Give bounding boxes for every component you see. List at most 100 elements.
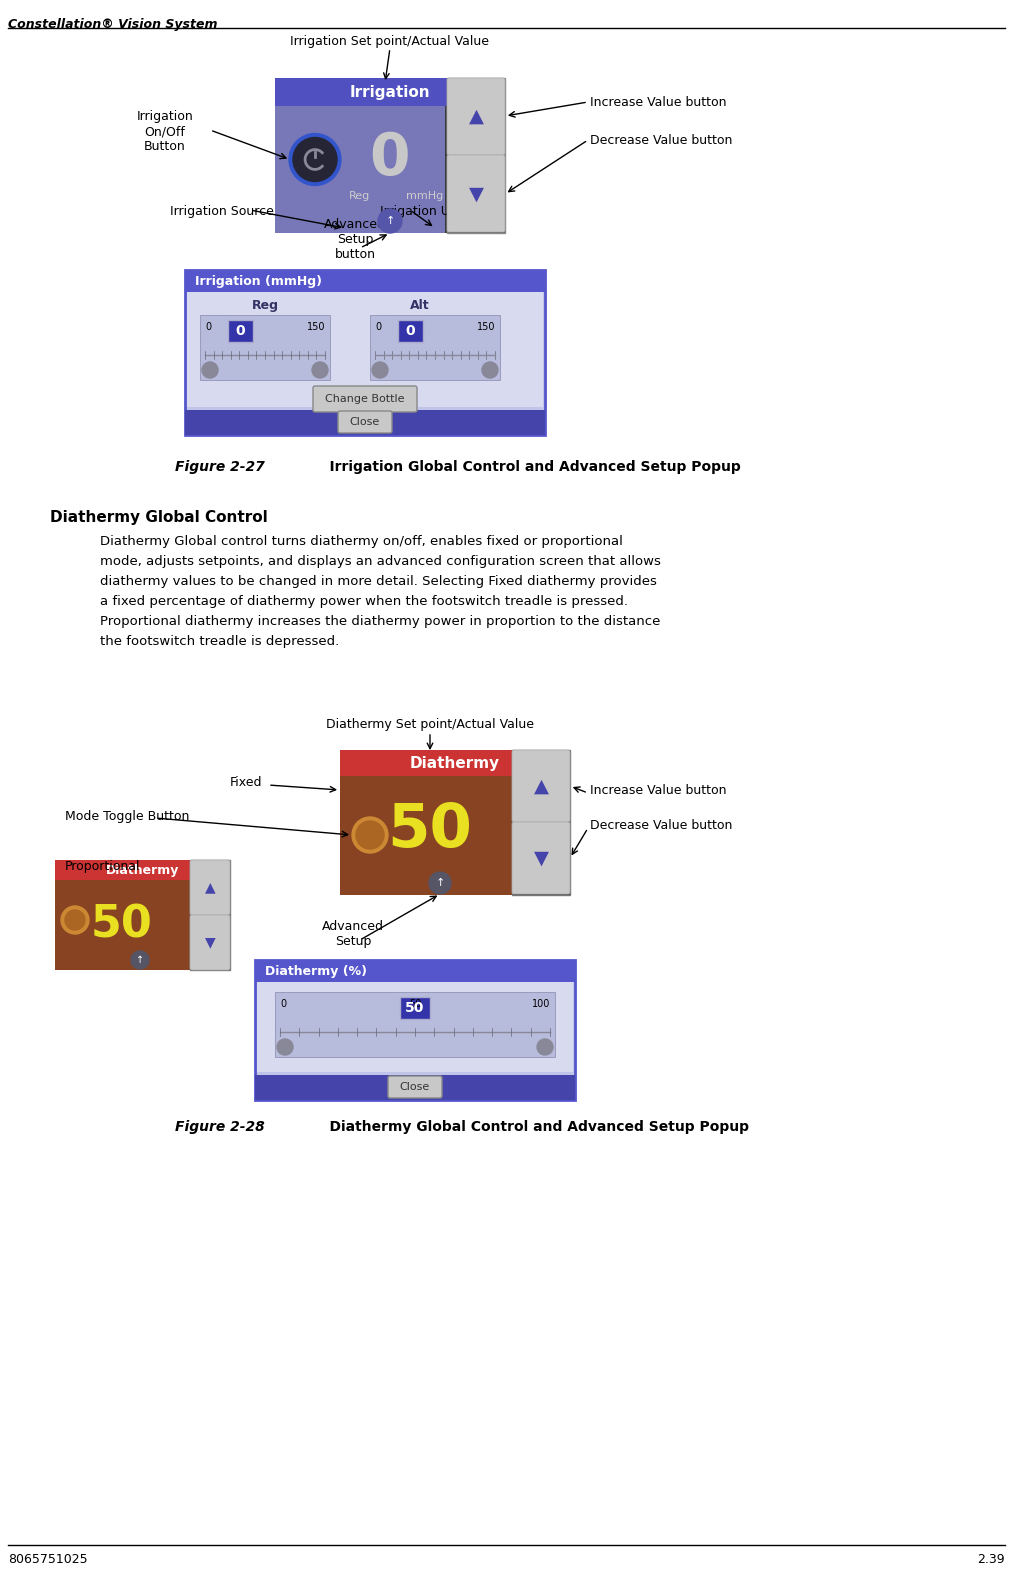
Text: the footswitch treadle is depressed.: the footswitch treadle is depressed. bbox=[100, 635, 339, 647]
Text: ▼: ▼ bbox=[534, 848, 548, 867]
Circle shape bbox=[352, 817, 388, 853]
Text: Figure 2-28: Figure 2-28 bbox=[175, 1120, 264, 1134]
Text: 50: 50 bbox=[405, 1001, 424, 1015]
Text: Increase Value button: Increase Value button bbox=[590, 96, 726, 108]
Text: ↑: ↑ bbox=[136, 955, 144, 965]
Text: 50: 50 bbox=[91, 903, 153, 946]
Text: Diathermy Global control turns diathermy on/off, enables fixed or proportional: Diathermy Global control turns diathermy… bbox=[100, 536, 623, 548]
FancyBboxPatch shape bbox=[447, 79, 505, 233]
Text: 50: 50 bbox=[388, 801, 472, 859]
FancyBboxPatch shape bbox=[185, 270, 545, 292]
FancyBboxPatch shape bbox=[190, 859, 230, 969]
Circle shape bbox=[428, 872, 451, 894]
Text: Close: Close bbox=[349, 416, 380, 427]
Text: 50: 50 bbox=[409, 999, 421, 1009]
FancyBboxPatch shape bbox=[228, 320, 253, 342]
Text: Alt: Alt bbox=[410, 298, 430, 311]
FancyBboxPatch shape bbox=[340, 749, 570, 895]
Text: Figure 2-27: Figure 2-27 bbox=[175, 460, 264, 474]
FancyBboxPatch shape bbox=[512, 749, 570, 822]
Text: Irrigation
On/Off
Button: Irrigation On/Off Button bbox=[137, 110, 193, 152]
Text: Advanced
Setup: Advanced Setup bbox=[322, 921, 384, 947]
Text: 0: 0 bbox=[280, 999, 286, 1009]
Text: Diathermy (%): Diathermy (%) bbox=[265, 965, 367, 977]
FancyBboxPatch shape bbox=[398, 320, 423, 342]
FancyBboxPatch shape bbox=[187, 292, 543, 407]
Text: Close: Close bbox=[400, 1082, 431, 1092]
Text: Diathermy Global Control: Diathermy Global Control bbox=[50, 511, 267, 525]
Text: Mode Toggle Button: Mode Toggle Button bbox=[65, 811, 189, 823]
FancyBboxPatch shape bbox=[255, 1075, 575, 1100]
Text: diathermy values to be changed in more detail. Selecting Fixed diathermy provide: diathermy values to be changed in more d… bbox=[100, 575, 656, 588]
Text: ▼: ▼ bbox=[468, 184, 483, 204]
Circle shape bbox=[482, 361, 498, 379]
FancyBboxPatch shape bbox=[370, 316, 500, 380]
Circle shape bbox=[372, 361, 388, 379]
Text: Increase Value button: Increase Value button bbox=[590, 784, 726, 796]
Text: Irrigation: Irrigation bbox=[349, 85, 431, 99]
Text: 150: 150 bbox=[476, 322, 495, 331]
FancyBboxPatch shape bbox=[275, 79, 505, 105]
Circle shape bbox=[312, 361, 328, 379]
Text: 0: 0 bbox=[235, 324, 245, 338]
Text: a fixed percentage of diathermy power when the footswitch treadle is pressed.: a fixed percentage of diathermy power wh… bbox=[100, 595, 628, 608]
Text: 100: 100 bbox=[532, 999, 550, 1009]
Text: ↑: ↑ bbox=[436, 878, 445, 888]
Text: mmHg: mmHg bbox=[406, 192, 444, 201]
Text: Irrigation (mmHg): Irrigation (mmHg) bbox=[194, 275, 322, 287]
FancyBboxPatch shape bbox=[255, 960, 575, 1100]
Circle shape bbox=[378, 209, 402, 233]
FancyBboxPatch shape bbox=[512, 822, 570, 894]
Text: ▲: ▲ bbox=[534, 776, 548, 795]
Text: Proportional: Proportional bbox=[65, 859, 141, 873]
Text: ▼: ▼ bbox=[205, 935, 216, 949]
Text: 0: 0 bbox=[405, 324, 414, 338]
FancyBboxPatch shape bbox=[447, 156, 505, 233]
Text: Irrigation Source: Irrigation Source bbox=[170, 204, 274, 218]
Text: Diathermy: Diathermy bbox=[410, 756, 500, 770]
Text: Reg: Reg bbox=[349, 192, 371, 201]
Text: Reg: Reg bbox=[251, 298, 279, 311]
Text: Diathermy Global Control and Advanced Setup Popup: Diathermy Global Control and Advanced Se… bbox=[310, 1120, 749, 1134]
FancyBboxPatch shape bbox=[200, 316, 330, 380]
FancyBboxPatch shape bbox=[55, 859, 230, 880]
FancyBboxPatch shape bbox=[185, 410, 545, 435]
Text: Constellation® Vision System: Constellation® Vision System bbox=[8, 17, 218, 31]
Text: Diathermy: Diathermy bbox=[105, 864, 179, 877]
FancyBboxPatch shape bbox=[55, 859, 230, 969]
Text: 0: 0 bbox=[205, 322, 211, 331]
FancyBboxPatch shape bbox=[313, 386, 417, 412]
Text: Advanced
Setup
button: Advanced Setup button bbox=[324, 218, 386, 261]
Circle shape bbox=[293, 138, 337, 182]
Text: Proportional diathermy increases the diathermy power in proportion to the distan: Proportional diathermy increases the dia… bbox=[100, 614, 660, 628]
Circle shape bbox=[356, 822, 384, 848]
FancyBboxPatch shape bbox=[400, 998, 430, 1020]
Circle shape bbox=[277, 1038, 293, 1056]
Text: ↑: ↑ bbox=[385, 215, 395, 226]
Text: Irrigation Global Control and Advanced Setup Popup: Irrigation Global Control and Advanced S… bbox=[310, 460, 741, 474]
Text: Irrigation Units: Irrigation Units bbox=[380, 204, 473, 218]
FancyBboxPatch shape bbox=[338, 412, 392, 434]
Text: Decrease Value button: Decrease Value button bbox=[590, 818, 732, 831]
Circle shape bbox=[537, 1038, 553, 1056]
FancyBboxPatch shape bbox=[190, 914, 230, 969]
FancyBboxPatch shape bbox=[255, 960, 575, 982]
Circle shape bbox=[61, 906, 89, 935]
Text: Diathermy Set point/Actual Value: Diathermy Set point/Actual Value bbox=[326, 718, 534, 731]
Text: 150: 150 bbox=[307, 322, 325, 331]
Text: 8065751025: 8065751025 bbox=[8, 1554, 88, 1566]
Text: ▲: ▲ bbox=[468, 107, 483, 126]
Text: Irrigation Set point/Actual Value: Irrigation Set point/Actual Value bbox=[291, 35, 489, 49]
Text: mode, adjusts setpoints, and displays an advanced configuration screen that allo: mode, adjusts setpoints, and displays an… bbox=[100, 555, 660, 569]
Circle shape bbox=[65, 910, 85, 930]
Text: Fixed: Fixed bbox=[230, 776, 262, 789]
FancyBboxPatch shape bbox=[275, 105, 445, 233]
FancyBboxPatch shape bbox=[512, 749, 570, 895]
FancyBboxPatch shape bbox=[340, 749, 570, 776]
Circle shape bbox=[202, 361, 218, 379]
Text: Change Bottle: Change Bottle bbox=[325, 394, 405, 404]
Circle shape bbox=[131, 950, 149, 969]
Circle shape bbox=[289, 134, 341, 185]
FancyBboxPatch shape bbox=[275, 991, 555, 1057]
Text: 0: 0 bbox=[375, 322, 381, 331]
